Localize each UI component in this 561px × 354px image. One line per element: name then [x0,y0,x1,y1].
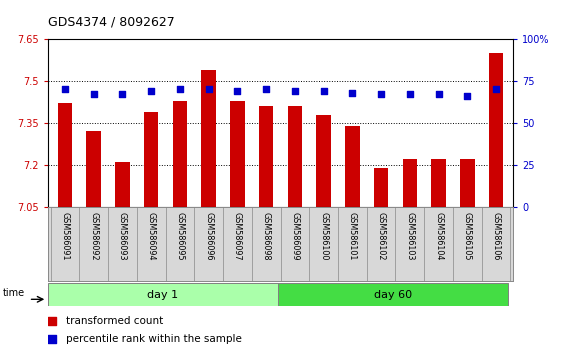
Bar [278,283,508,306]
Point [319,88,328,94]
Bar [316,115,331,207]
Bar [288,106,302,207]
Point [146,88,155,94]
Point [48,318,57,324]
Point [61,87,70,92]
Point [48,336,57,342]
Point [204,87,213,92]
Text: GSM586101: GSM586101 [348,212,357,261]
Text: GSM586105: GSM586105 [463,212,472,261]
Text: GSM586091: GSM586091 [61,212,70,261]
Bar [374,168,388,207]
Point [406,92,415,97]
Point [233,88,242,94]
Point [491,87,500,92]
Point [348,90,357,96]
Point [376,92,385,97]
Text: GSM586100: GSM586100 [319,212,328,261]
Point [176,87,185,92]
Point [89,92,98,97]
Text: time: time [3,288,25,298]
Bar [460,159,475,207]
Bar [259,106,273,207]
Text: GSM586102: GSM586102 [376,212,385,261]
Text: GSM586098: GSM586098 [261,212,270,261]
Bar [489,53,503,207]
Bar [48,283,278,306]
Text: GSM586097: GSM586097 [233,212,242,261]
Bar [144,112,158,207]
Text: GSM586093: GSM586093 [118,212,127,261]
Text: GDS4374 / 8092627: GDS4374 / 8092627 [48,16,174,29]
Text: GSM586104: GSM586104 [434,212,443,261]
Bar [201,70,216,207]
Text: GSM586095: GSM586095 [176,212,185,261]
Text: GSM586103: GSM586103 [406,212,415,261]
Text: day 1: day 1 [147,290,178,300]
Text: day 60: day 60 [374,290,412,300]
Point [261,87,270,92]
Point [434,92,443,97]
Bar [86,131,101,207]
Bar [58,103,72,207]
Bar [403,159,417,207]
Text: GSM586096: GSM586096 [204,212,213,261]
Bar [345,126,360,207]
Text: GSM586099: GSM586099 [291,212,300,261]
Bar [173,101,187,207]
Text: GSM586092: GSM586092 [89,212,98,261]
Bar [115,162,130,207]
Text: percentile rank within the sample: percentile rank within the sample [66,334,242,344]
Point [463,93,472,99]
Text: GSM586106: GSM586106 [491,212,500,261]
Text: GSM586094: GSM586094 [146,212,155,261]
Point [291,88,300,94]
Point [118,92,127,97]
Bar [431,159,446,207]
Bar [230,101,245,207]
Text: transformed count: transformed count [66,316,164,326]
